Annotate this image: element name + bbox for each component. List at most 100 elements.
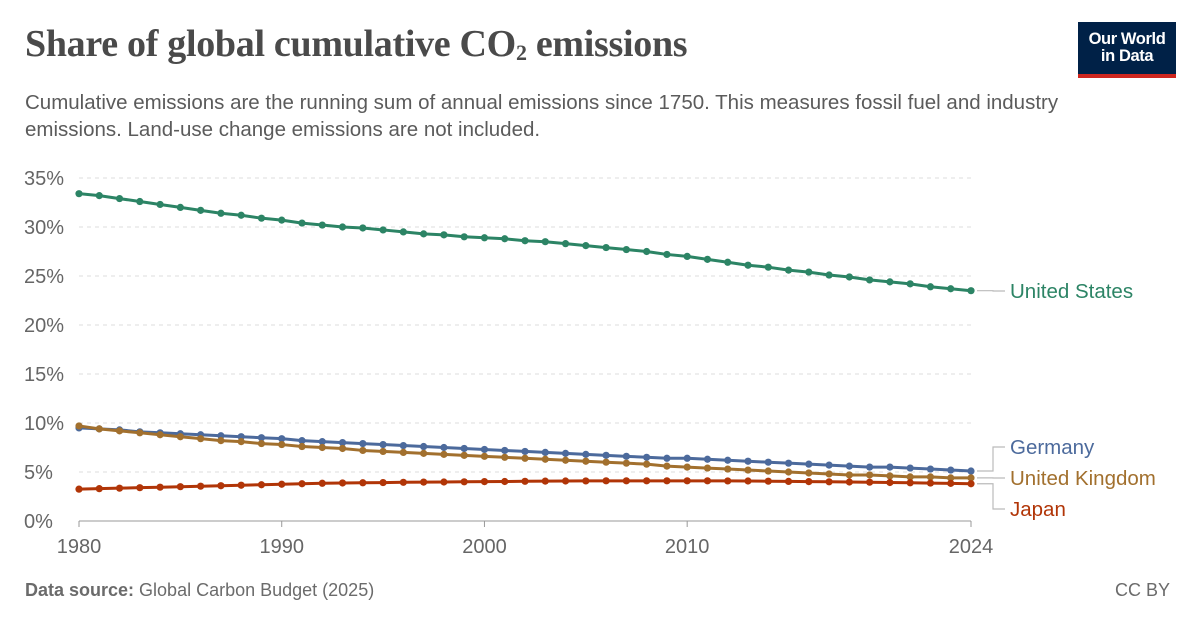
logo-line-2: in Data bbox=[1100, 47, 1154, 65]
data-point-united-kingdom bbox=[622, 459, 630, 467]
data-point-united-states bbox=[197, 206, 205, 214]
x-tick-label: 2010 bbox=[665, 536, 710, 558]
data-point-united-kingdom bbox=[237, 438, 245, 446]
data-point-united-states bbox=[379, 226, 387, 234]
data-point-germany bbox=[359, 439, 367, 448]
data-point-united-kingdom bbox=[217, 437, 225, 445]
logo-line-1: Our World bbox=[1088, 30, 1166, 48]
data-point-united-kingdom bbox=[744, 466, 752, 474]
data-point-japan bbox=[663, 477, 671, 485]
data-point-japan bbox=[399, 478, 407, 486]
data-point-united-kingdom bbox=[257, 439, 266, 448]
data-point-germany bbox=[703, 455, 712, 463]
series-label-united-kingdom: United Kingdom bbox=[1010, 467, 1156, 490]
y-tick-label: 20% bbox=[24, 315, 64, 337]
data-point-united-states bbox=[886, 278, 894, 286]
title-main: Share of global cumulative CO bbox=[25, 23, 516, 65]
data-point-united-kingdom bbox=[541, 455, 549, 463]
data-point-united-states bbox=[298, 219, 306, 227]
data-point-japan bbox=[622, 477, 630, 485]
data-point-japan bbox=[744, 477, 752, 485]
data-point-united-kingdom bbox=[176, 433, 184, 441]
data-point-japan bbox=[217, 482, 225, 490]
data-point-germany bbox=[501, 446, 509, 455]
data-point-germany bbox=[825, 461, 833, 469]
data-point-japan bbox=[156, 483, 164, 491]
data-point-united-states bbox=[440, 231, 448, 239]
chart-subtitle: Cumulative emissions are the running sum… bbox=[25, 91, 1059, 141]
data-point-united-states bbox=[683, 252, 691, 260]
data-point-japan bbox=[237, 481, 245, 489]
data-point-united-kingdom bbox=[784, 468, 793, 476]
data-point-germany bbox=[541, 448, 549, 456]
owid-logo[interactable]: Our World in Data bbox=[1078, 22, 1176, 78]
data-point-united-kingdom bbox=[602, 458, 610, 466]
data-point-united-states bbox=[95, 192, 103, 200]
data-point-germany bbox=[866, 463, 874, 471]
data-source-text[interactable]: Global Carbon Budget (2025) bbox=[134, 580, 375, 600]
data-point-japan bbox=[926, 479, 935, 487]
data-point-united-kingdom bbox=[764, 467, 772, 475]
data-point-germany bbox=[926, 465, 935, 473]
data-point-germany bbox=[602, 451, 610, 459]
data-point-united-kingdom bbox=[399, 448, 407, 456]
data-point-japan bbox=[683, 477, 691, 485]
data-point-united-kingdom bbox=[95, 425, 103, 433]
data-point-japan bbox=[764, 477, 772, 485]
data-point-united-states bbox=[744, 261, 752, 269]
data-point-united-kingdom bbox=[379, 447, 387, 456]
data-point-united-states bbox=[825, 271, 833, 279]
data-point-japan bbox=[197, 482, 205, 490]
data-point-united-kingdom bbox=[480, 452, 489, 460]
data-point-germany bbox=[724, 456, 732, 464]
data-point-japan bbox=[825, 478, 833, 486]
title-subscript: 2 bbox=[515, 40, 527, 65]
title-end: emissions bbox=[526, 23, 688, 65]
license-link[interactable]: CC BY bbox=[1114, 580, 1170, 600]
data-point-japan bbox=[440, 478, 448, 486]
data-point-japan bbox=[480, 478, 489, 486]
data-point-united-kingdom bbox=[115, 427, 124, 435]
data-point-united-states bbox=[764, 263, 772, 271]
data-point-united-kingdom bbox=[947, 474, 955, 482]
data-point-germany bbox=[744, 457, 752, 465]
data-point-united-kingdom bbox=[156, 431, 164, 439]
data-point-germany bbox=[460, 444, 468, 453]
data-point-united-states bbox=[561, 240, 570, 248]
data-point-germany bbox=[257, 434, 266, 442]
data-point-germany bbox=[399, 441, 407, 450]
y-tick-label: 15% bbox=[24, 364, 64, 386]
data-point-japan bbox=[521, 477, 529, 485]
data-point-united-kingdom bbox=[906, 473, 914, 481]
data-point-japan bbox=[582, 477, 590, 485]
y-tick-label: 10% bbox=[24, 413, 64, 435]
data-point-united-kingdom bbox=[460, 451, 468, 459]
data-point-united-kingdom bbox=[663, 462, 671, 470]
data-point-germany bbox=[947, 466, 955, 474]
data-point-united-kingdom bbox=[338, 444, 347, 453]
data-point-japan bbox=[176, 483, 184, 491]
data-point-united-kingdom bbox=[703, 464, 712, 472]
data-point-united-states bbox=[521, 237, 529, 245]
data-point-japan bbox=[318, 479, 326, 487]
data-point-germany bbox=[561, 449, 570, 457]
data-point-germany bbox=[278, 435, 286, 443]
data-point-japan bbox=[359, 479, 367, 487]
data-point-japan bbox=[379, 478, 387, 487]
data-point-japan bbox=[541, 477, 549, 485]
data-point-united-kingdom bbox=[886, 472, 894, 480]
data-point-germany bbox=[521, 447, 529, 456]
data-point-united-kingdom bbox=[521, 454, 529, 462]
data-point-japan bbox=[561, 477, 570, 485]
data-point-united-states bbox=[420, 230, 428, 238]
data-point-japan bbox=[95, 485, 103, 493]
y-tick-label: 30% bbox=[24, 217, 64, 239]
data-point-united-states bbox=[663, 250, 671, 259]
x-tick-label: 2000 bbox=[462, 536, 507, 558]
data-point-united-states bbox=[480, 234, 489, 242]
data-point-united-states bbox=[926, 283, 935, 291]
data-point-united-states bbox=[703, 255, 712, 263]
data-point-germany bbox=[643, 453, 651, 461]
label-connector-germany bbox=[977, 446, 1005, 472]
data-point-germany bbox=[764, 458, 772, 466]
